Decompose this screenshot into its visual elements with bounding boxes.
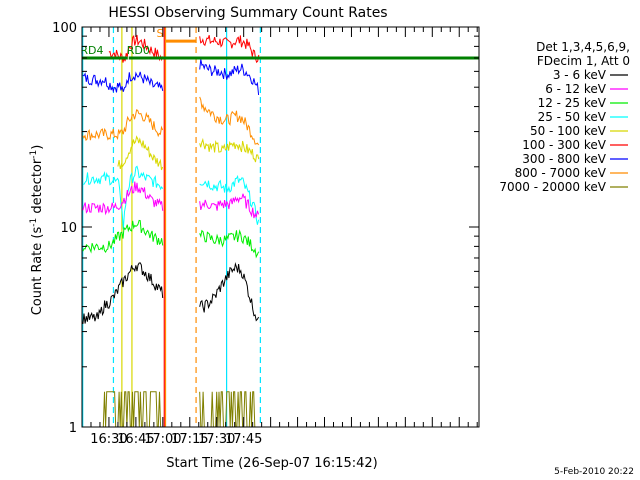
y-axis-label-main: Count Rate (s (30, 227, 45, 316)
x-axis-label: Start Time (26-Sep-07 16:15:42) (166, 456, 377, 471)
series-line-7 (82, 262, 260, 324)
legend: Det 1,3,4,5,6,9,FDecim 1, Att 03 - 6 keV… (499, 40, 630, 194)
legend-label-6: 300 - 800 keV (522, 152, 606, 166)
x-tick-label-2: 17:00 (144, 432, 181, 447)
series-line-8 (100, 391, 257, 427)
series-line-1 (82, 59, 260, 96)
series-line-6 (82, 219, 260, 259)
legend-label-8: 7000 - 20000 keV (499, 180, 606, 194)
x-tick-label-3: 17:15 (171, 432, 208, 447)
series-line-0 (108, 34, 260, 64)
y-tick-label-1: 10 (60, 221, 77, 236)
x-tick-label-4: 17:30 (198, 432, 235, 447)
footer-date: 5-Feb-2010 20:22 (554, 467, 634, 477)
y-axis-label-end: ) (30, 145, 45, 150)
series-line-4 (82, 165, 260, 230)
plot-area: S RD4 RD0 (80, 27, 479, 427)
x-tick-label-5: 17:45 (225, 432, 262, 447)
legend-label-5: 100 - 300 keV (522, 138, 606, 152)
y-axis-label-rest: detector (30, 158, 45, 218)
series-line-3 (117, 135, 260, 171)
chart-title: HESSI Observing Summary Count Rates (108, 5, 387, 21)
segment-label-2: RD0 (127, 44, 150, 57)
series-line-2 (82, 96, 260, 146)
legend-label-0: 3 - 6 keV (553, 68, 607, 82)
y-axis-label: Count Rate (s-1 detector-1) (29, 145, 45, 316)
y-tick-label-2: 100 (52, 21, 77, 36)
legend-label-2: 12 - 25 keV (538, 96, 607, 110)
legend-label-7: 800 - 7000 keV (515, 166, 607, 180)
y-axis-label-sup2: -1 (29, 150, 39, 159)
legend-header-1: FDecim 1, Att 0 (537, 54, 630, 68)
x-tick-label-0: 16:30 (90, 432, 127, 447)
legend-header-0: Det 1,3,4,5,6,9, (536, 40, 630, 54)
x-tick-label-1: 16:45 (117, 432, 154, 447)
series-line-5 (82, 181, 260, 219)
legend-label-1: 6 - 12 keV (545, 82, 607, 96)
segment-label-1: RD4 (80, 44, 103, 57)
segment-label-0: S (157, 27, 164, 40)
y-axis-label-sup: -1 (29, 218, 39, 227)
axes-frame (81, 26, 480, 428)
legend-label-3: 25 - 50 keV (538, 110, 607, 124)
legend-label-4: 50 - 100 keV (530, 124, 607, 138)
y-tick-label-0: 1 (69, 421, 77, 436)
plot-inner (82, 27, 479, 427)
